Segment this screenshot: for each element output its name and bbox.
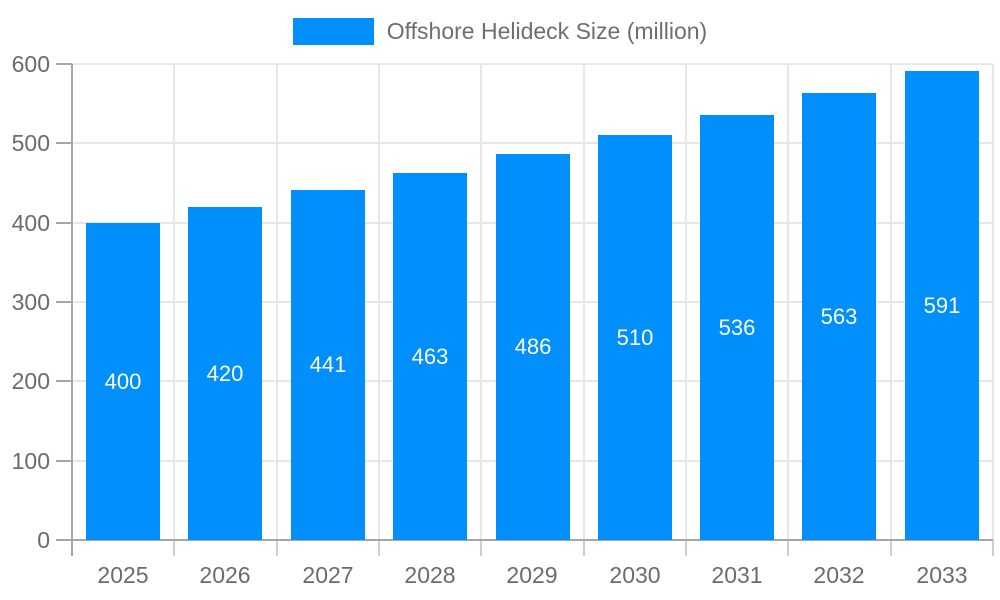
y-tick-label: 400 [11,210,50,236]
x-gridline [480,64,482,540]
x-tick-label: 2031 [711,562,763,588]
y-axis-tick [56,142,72,144]
x-gridline [787,64,789,540]
bar[interactable] [496,154,570,540]
y-axis-tick [56,63,72,65]
x-tick-label: 2028 [404,562,456,588]
legend-label: Offshore Helideck Size (million) [386,18,708,44]
bar-value-label: 486 [514,334,552,359]
x-tick-label: 2030 [609,562,661,588]
bar-value-label: 420 [206,361,244,386]
x-axis-tick [992,540,994,556]
x-axis-line [72,539,993,541]
bar[interactable] [291,190,365,540]
x-tick-label: 2033 [916,562,968,588]
bar-value-label: 591 [923,293,961,318]
bar[interactable] [598,135,672,540]
y-tick-label: 100 [11,448,50,474]
x-gridline [685,64,687,540]
bar-value-label: 510 [616,325,654,350]
bar[interactable] [905,71,979,540]
y-gridline [72,142,993,144]
x-axis-tick [890,540,892,556]
x-axis-tick [787,540,789,556]
bar[interactable] [700,115,774,540]
bar[interactable] [86,223,160,540]
x-axis-tick [173,540,175,556]
x-axis-tick [71,540,73,556]
x-axis-tick [583,540,585,556]
y-axis-tick [56,460,72,462]
x-axis-tick [378,540,380,556]
x-axis-tick [276,540,278,556]
y-tick-label: 300 [11,289,50,315]
bar-value-label: 463 [411,344,449,369]
bar[interactable] [393,173,467,540]
x-tick-label: 2029 [506,562,558,588]
y-gridline [72,63,993,65]
x-tick-label: 2032 [813,562,865,588]
bar-value-label: 400 [104,369,142,394]
x-axis-tick [685,540,687,556]
y-axis-line [71,64,73,540]
y-tick-label: 500 [11,130,50,156]
y-axis-tick [56,539,72,541]
y-tick-label: 0 [37,527,50,553]
y-axis-tick [56,301,72,303]
legend-item[interactable]: Offshore Helideck Size (million) [292,18,708,45]
y-tick-label: 200 [11,368,50,394]
bar-value-label: 441 [309,352,347,377]
x-axis-tick [480,540,482,556]
bar[interactable] [188,207,262,540]
y-axis-tick [56,380,72,382]
x-gridline [583,64,585,540]
legend: Offshore Helideck Size (million) [0,18,1000,45]
x-gridline [378,64,380,540]
bar-value-label: 563 [820,304,858,329]
x-tick-label: 2027 [302,562,354,588]
bar-value-label: 536 [718,315,756,340]
y-tick-label: 600 [11,51,50,77]
x-gridline [992,64,994,540]
bar[interactable] [802,93,876,540]
x-gridline [276,64,278,540]
x-tick-label: 2026 [199,562,251,588]
y-axis-tick [56,222,72,224]
x-gridline [890,64,892,540]
legend-marker [292,18,374,45]
x-tick-label: 2025 [97,562,149,588]
x-gridline [173,64,175,540]
